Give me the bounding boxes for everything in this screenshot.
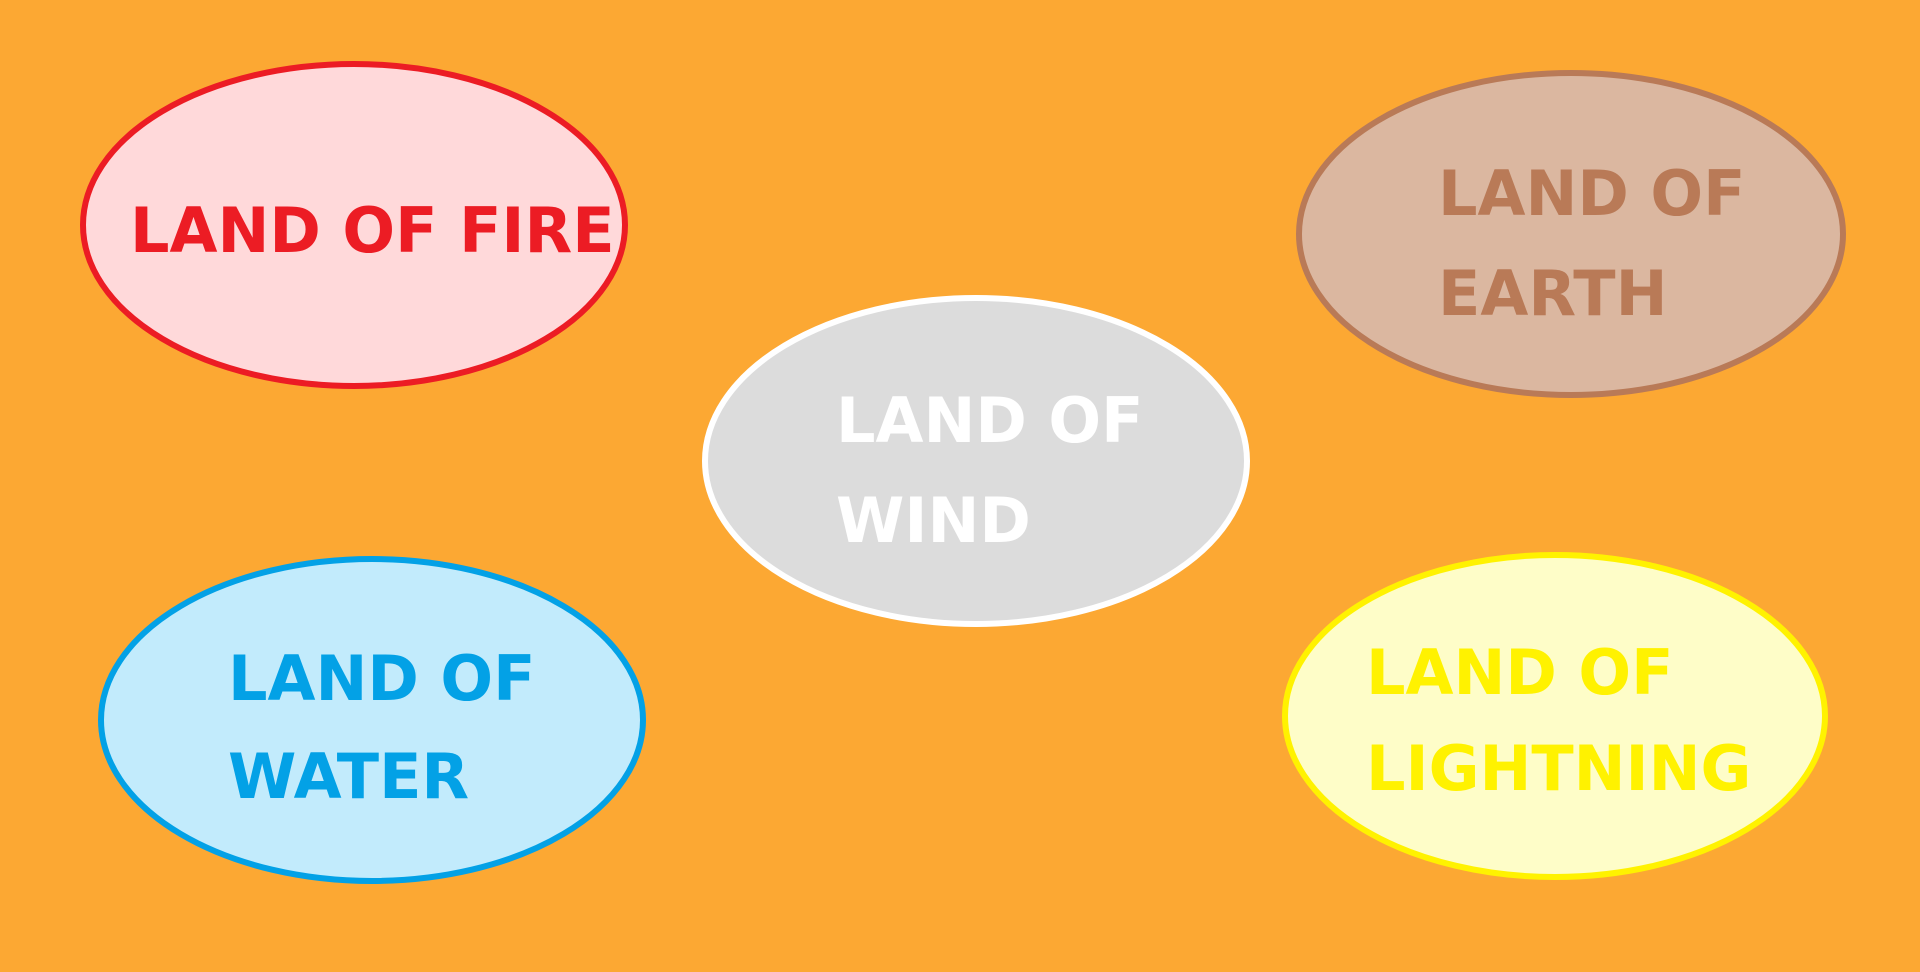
land-of-water-label-line-2: WATER	[228, 740, 469, 813]
land-of-wind-label-line-1: LAND OF	[836, 384, 1144, 457]
land-of-earth-label-line-1: LAND OF	[1438, 157, 1746, 230]
land-of-earth-label: LAND OF EARTH	[1438, 157, 1767, 330]
land-of-lightning-label-line-2: LIGHTNING	[1366, 732, 1751, 805]
land-of-wind: LAND OF WIND	[702, 295, 1250, 627]
land-of-earth-label-line-2: EARTH	[1438, 257, 1667, 330]
land-of-water-label: LAND OF WATER	[228, 642, 557, 813]
land-of-lightning-label-line-1: LAND OF	[1366, 636, 1674, 709]
land-of-fire-label: LAND OF FIRE	[130, 194, 615, 267]
land-of-fire-ellipse	[80, 61, 628, 389]
land-of-lightning-label: LAND OF LIGHTNING	[1366, 636, 1751, 805]
land-of-wind-label: LAND OF WIND	[836, 384, 1165, 557]
land-of-wind-ellipse	[702, 295, 1250, 627]
land-of-water-label-line-1: LAND OF	[228, 642, 536, 715]
land-of-fire: LAND OF FIRE	[80, 61, 628, 389]
land-of-earth: LAND OF EARTH	[1296, 70, 1846, 398]
land-of-fire-label-line-1: LAND OF FIRE	[130, 194, 615, 267]
land-of-water: LAND OF WATER	[98, 556, 646, 884]
land-of-wind-label-line-2: WIND	[836, 484, 1031, 557]
land-of-lightning-ellipse	[1282, 552, 1828, 880]
land-of-lightning: LAND OF LIGHTNING	[1282, 552, 1828, 880]
land-of-earth-ellipse	[1296, 70, 1846, 398]
land-of-water-ellipse	[98, 556, 646, 884]
